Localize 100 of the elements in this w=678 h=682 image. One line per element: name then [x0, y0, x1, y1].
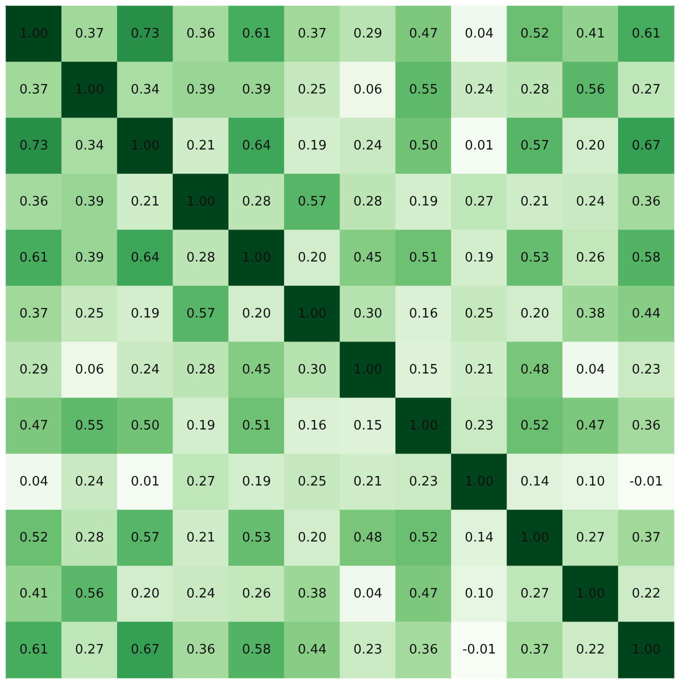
- data-label: 0.61: [632, 26, 661, 42]
- data-label: 0.51: [409, 250, 438, 266]
- data-label: 0.64: [242, 138, 271, 154]
- data-label: 0.28: [242, 194, 271, 210]
- data-label: 0.20: [242, 306, 271, 322]
- data-label: 0.41: [19, 586, 48, 602]
- data-label: 0.15: [353, 418, 382, 434]
- data-label: 0.37: [19, 82, 48, 98]
- data-label: 0.21: [520, 194, 550, 210]
- data-label: 0.27: [186, 474, 216, 490]
- data-label: 0.06: [353, 82, 382, 98]
- data-label: 0.56: [576, 82, 605, 98]
- data-label: 0.19: [186, 418, 216, 434]
- data-label: 0.52: [19, 530, 48, 546]
- data-label: 0.16: [409, 306, 438, 322]
- data-label: 0.34: [130, 82, 160, 98]
- data-label: 0.26: [576, 250, 605, 266]
- data-label: 0.10: [464, 586, 494, 602]
- data-label: 0.14: [520, 474, 550, 490]
- data-label: 0.48: [353, 530, 382, 546]
- data-label: 0.30: [298, 362, 327, 378]
- data-label: 0.51: [242, 418, 271, 434]
- data-label: 0.47: [19, 418, 48, 434]
- data-label: 0.47: [409, 586, 438, 602]
- data-label: 0.25: [298, 82, 327, 98]
- data-label: 0.36: [19, 194, 48, 210]
- data-label: 0.73: [130, 26, 160, 42]
- data-label: 0.67: [130, 642, 160, 658]
- data-label: 0.19: [464, 250, 494, 266]
- data-label: 0.57: [186, 306, 216, 322]
- data-label: 0.04: [19, 474, 48, 490]
- data-label: 0.52: [409, 530, 438, 546]
- data-label: 0.53: [242, 530, 271, 546]
- data-label: 0.29: [353, 26, 382, 42]
- data-label: 0.21: [186, 138, 216, 154]
- data-label: 0.58: [632, 250, 661, 266]
- data-label: -0.01: [629, 474, 663, 490]
- data-label: 0.52: [520, 26, 550, 42]
- data-label: 0.24: [186, 586, 216, 602]
- data-label: 0.44: [298, 642, 327, 658]
- data-label: 0.57: [298, 194, 327, 210]
- data-label: 0.36: [409, 642, 438, 658]
- data-label: 0.20: [298, 530, 327, 546]
- data-label: 0.19: [409, 194, 438, 210]
- data-label: 0.61: [242, 26, 271, 42]
- data-label: 0.24: [576, 194, 605, 210]
- data-label: 0.39: [242, 82, 271, 98]
- data-label: 0.21: [464, 362, 494, 378]
- data-label: 0.19: [298, 138, 327, 154]
- data-label: 0.55: [75, 418, 104, 434]
- data-label: 0.24: [75, 474, 104, 490]
- data-label: 0.28: [186, 250, 216, 266]
- data-label: 0.57: [520, 138, 550, 154]
- data-label: 0.48: [520, 362, 550, 378]
- data-label: 0.56: [75, 586, 104, 602]
- data-label: 0.19: [242, 474, 271, 490]
- data-label: 0.04: [353, 586, 382, 602]
- data-label: 0.20: [298, 250, 327, 266]
- data-label: 0.45: [353, 250, 382, 266]
- data-label: 0.23: [409, 474, 438, 490]
- data-label: 0.45: [242, 362, 271, 378]
- data-label: 0.39: [186, 82, 216, 98]
- data-label: 0.04: [464, 26, 494, 42]
- data-label: 0.64: [130, 250, 160, 266]
- data-label: 0.25: [464, 306, 494, 322]
- data-label: 0.25: [75, 306, 104, 322]
- data-label: 0.39: [75, 194, 104, 210]
- data-label: 0.23: [464, 418, 494, 434]
- data-label: 0.28: [186, 362, 216, 378]
- data-label: 0.47: [409, 26, 438, 42]
- data-label: 0.37: [298, 26, 327, 42]
- data-label: 0.55: [409, 82, 438, 98]
- data-label: 0.38: [298, 586, 327, 602]
- data-label: 0.27: [632, 82, 661, 98]
- data-label: 0.28: [75, 530, 104, 546]
- data-label: 0.29: [19, 362, 48, 378]
- data-label: 0.73: [19, 138, 48, 154]
- data-label: -0.01: [462, 642, 496, 658]
- data-label: 0.39: [75, 250, 104, 266]
- data-label: 0.36: [186, 26, 216, 42]
- data-label: 0.28: [353, 194, 382, 210]
- data-label: 0.57: [130, 530, 160, 546]
- data-label: 0.34: [75, 138, 104, 154]
- data-label: 0.37: [632, 530, 661, 546]
- data-label: 0.58: [242, 642, 271, 658]
- data-label: 0.47: [576, 418, 605, 434]
- data-label: 0.25: [298, 474, 327, 490]
- data-label: 0.20: [130, 586, 160, 602]
- data-label: 0.52: [520, 418, 550, 434]
- data-label: 0.50: [409, 138, 438, 154]
- data-label: 0.26: [242, 586, 271, 602]
- data-label: 0.61: [19, 250, 48, 266]
- data-label: 0.27: [464, 194, 494, 210]
- data-label: 0.30: [353, 306, 382, 322]
- data-label: 0.22: [576, 642, 605, 658]
- data-label: 0.27: [520, 586, 550, 602]
- data-label: 0.23: [632, 362, 661, 378]
- data-label: 0.06: [75, 362, 104, 378]
- data-label: 0.36: [632, 194, 661, 210]
- data-label: 0.44: [632, 306, 661, 322]
